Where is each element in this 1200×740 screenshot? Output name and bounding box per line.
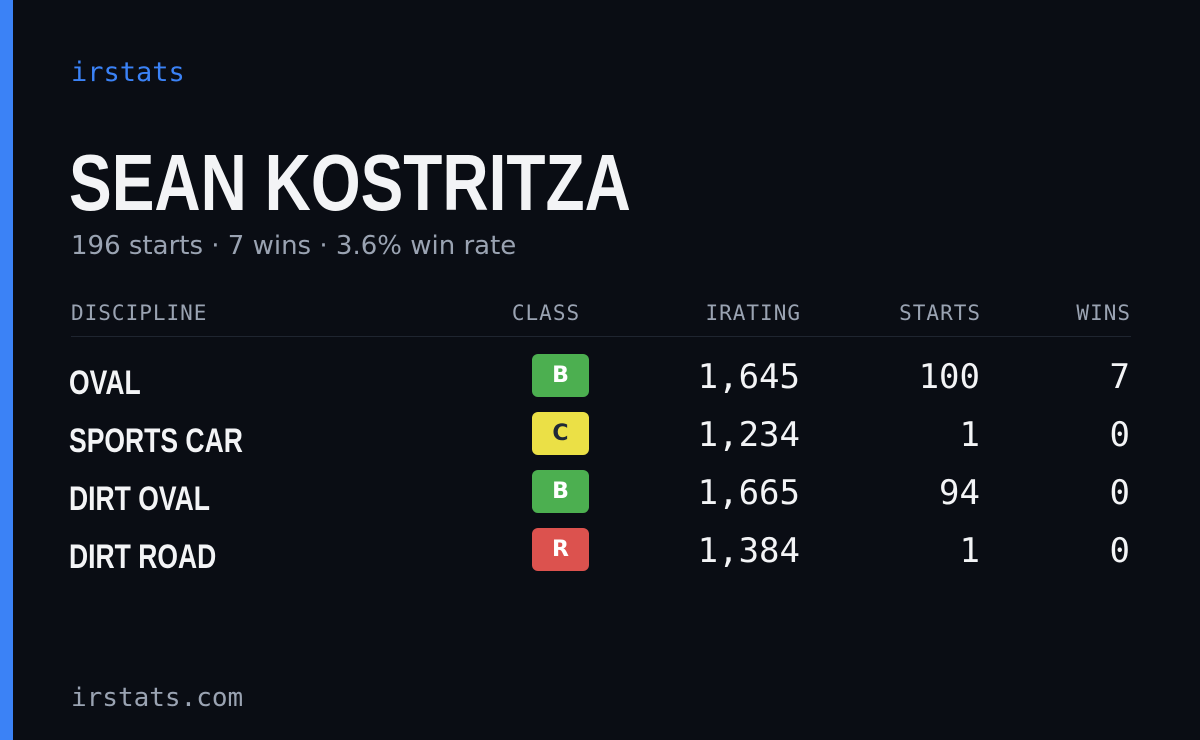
table-row: DIRT OVAL B 1,665 94 0	[69, 468, 1131, 526]
stats-table-header: DISCIPLINE CLASS IRATING STARTS WINS	[71, 300, 1131, 337]
table-row: SPORTS CAR C 1,234 1 0	[69, 410, 1131, 468]
player-name: SEAN KOSTRITZA	[69, 138, 631, 227]
license-class-badge: R	[532, 528, 589, 571]
license-class-badge: B	[532, 354, 589, 397]
header-starts: STARTS	[899, 301, 981, 325]
accent-bar	[0, 0, 13, 740]
header-discipline: DISCIPLINE	[71, 301, 208, 325]
discipline-name: SPORTS CAR	[69, 422, 243, 460]
table-row: DIRT ROAD R 1,384 1 0	[69, 526, 1131, 584]
discipline-name: OVAL	[69, 364, 141, 402]
wins-value: 0	[1109, 531, 1130, 571]
starts-value: 94	[939, 473, 980, 513]
player-summary: 196 starts · 7 wins · 3.6% win rate	[71, 231, 517, 261]
header-irating: IRATING	[705, 301, 801, 325]
discipline-name: DIRT ROAD	[69, 538, 217, 576]
irating-value: 1,384	[697, 531, 800, 571]
brand-logo-text[interactable]: irstats	[71, 57, 185, 88]
table-row: OVAL B 1,645 100 7	[69, 352, 1131, 410]
starts-value: 100	[918, 357, 980, 397]
wins-value: 0	[1109, 415, 1130, 455]
wins-value: 7	[1109, 357, 1130, 397]
stats-table-body: OVAL B 1,645 100 7 SPORTS CAR C 1,234 1 …	[69, 352, 1131, 584]
irating-value: 1,665	[697, 473, 800, 513]
irating-value: 1,645	[697, 357, 800, 397]
footer-url[interactable]: irstats.com	[71, 683, 244, 713]
discipline-name: DIRT OVAL	[69, 480, 210, 518]
wins-value: 0	[1109, 473, 1130, 513]
license-class-badge: B	[532, 470, 589, 513]
irating-value: 1,234	[697, 415, 800, 455]
starts-value: 1	[959, 531, 980, 571]
header-wins: WINS	[1076, 301, 1131, 325]
license-class-badge: C	[532, 412, 589, 455]
header-class: CLASS	[511, 301, 581, 325]
starts-value: 1	[959, 415, 980, 455]
